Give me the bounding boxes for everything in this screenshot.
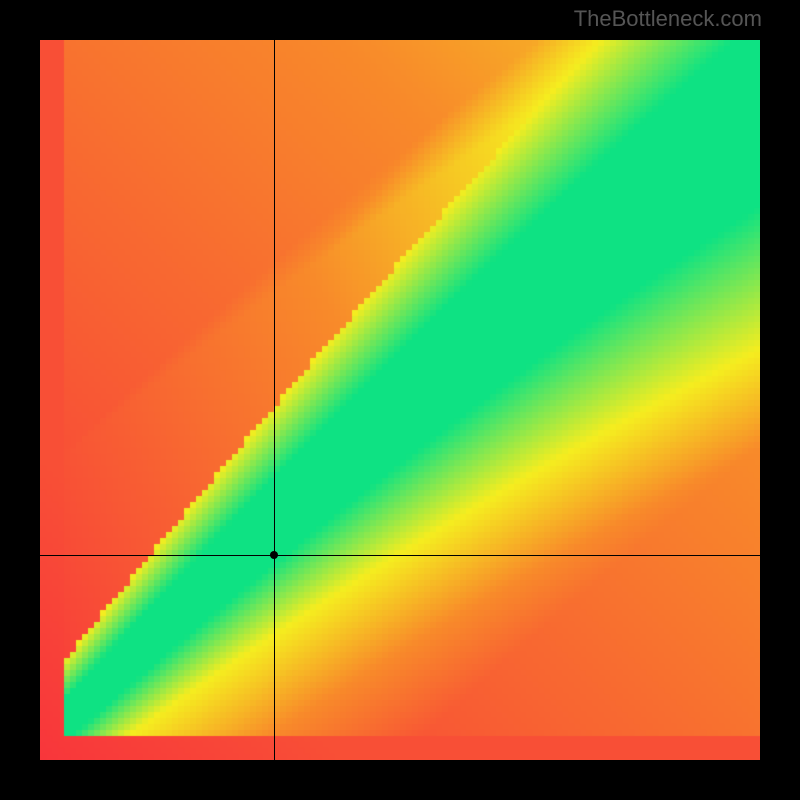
selection-marker-dot [270,551,278,559]
plot-area [40,40,760,760]
crosshair-horizontal [40,555,760,556]
bottleneck-heatmap [40,40,760,760]
chart-frame: TheBottleneck.com [0,0,800,800]
watermark-text: TheBottleneck.com [574,6,762,32]
crosshair-vertical [274,40,275,760]
